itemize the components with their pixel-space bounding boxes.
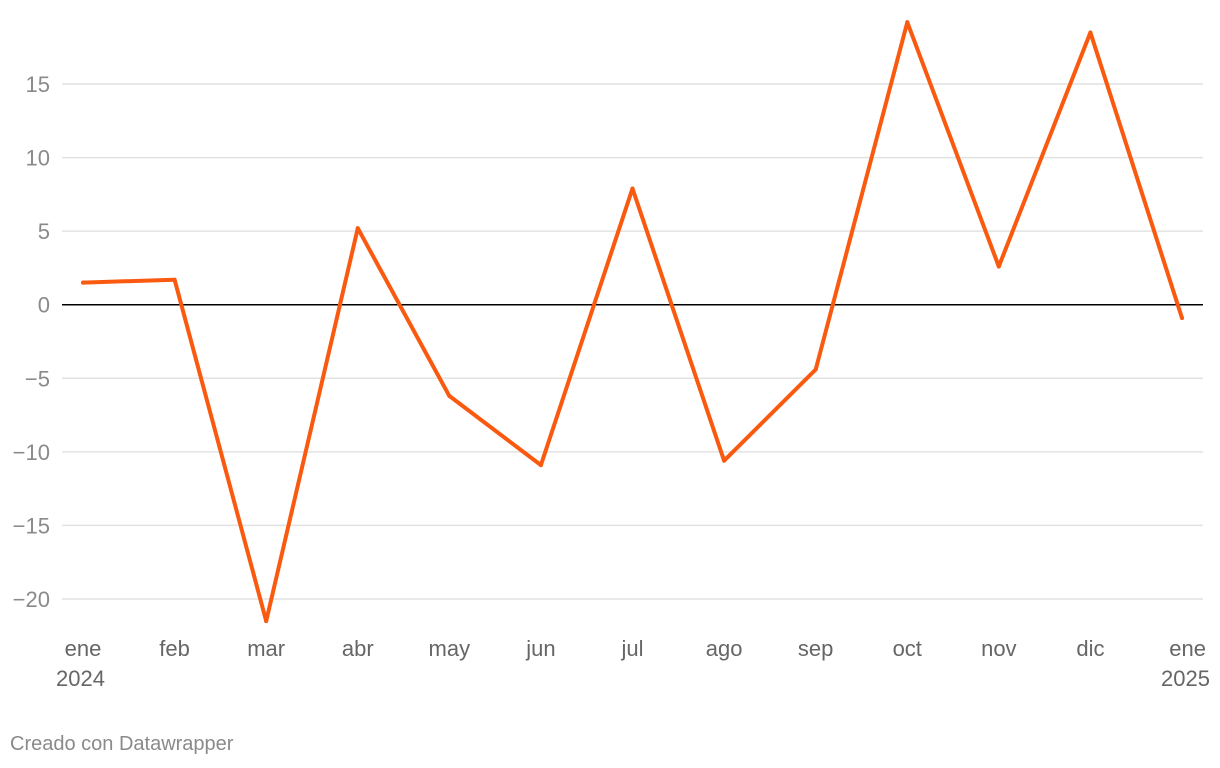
series-lines <box>81 20 1184 624</box>
data-point <box>172 277 177 282</box>
x-tick-label: abr <box>342 636 374 661</box>
y-tick-label: −10 <box>13 440 50 465</box>
data-point <box>264 619 269 624</box>
x-tick-label: ene <box>1169 636 1206 661</box>
x-tick-label: ago <box>706 636 743 661</box>
x-tick-label: jul <box>620 636 643 661</box>
data-point <box>996 264 1001 269</box>
x-tick-label: sep <box>798 636 833 661</box>
x-tick-label: jun <box>525 636 555 661</box>
x-tick-label: ene <box>65 636 102 661</box>
y-axis-tick-labels: 15 10 5 0 −5 −10 −15 −20 <box>13 72 50 612</box>
data-point <box>538 463 543 468</box>
x-tick-year-label: 2024 <box>56 666 105 691</box>
y-tick-label: 5 <box>38 219 50 244</box>
y-tick-label: −15 <box>13 513 50 538</box>
y-tick-label: 10 <box>26 146 50 171</box>
x-tick-label: mar <box>247 636 285 661</box>
x-tick-label: may <box>429 636 471 661</box>
data-point <box>1088 30 1093 35</box>
series-line <box>81 20 1184 624</box>
data-point <box>447 393 452 398</box>
data-point <box>722 458 727 463</box>
data-point <box>81 280 85 285</box>
data-point <box>813 367 818 372</box>
gridlines <box>62 83 1203 600</box>
data-point <box>1180 315 1184 320</box>
x-tick-year-label: 2025 <box>1161 666 1210 691</box>
credit-text: Creado con Datawrapper <box>10 733 234 755</box>
data-point <box>630 186 635 191</box>
data-point <box>355 226 360 231</box>
x-tick-label: dic <box>1076 636 1104 661</box>
x-tick-label: feb <box>159 636 190 661</box>
y-tick-label: −20 <box>13 587 50 612</box>
y-tick-label: −5 <box>25 366 50 391</box>
x-axis-tick-labels: ene 2024 feb mar abr may jun jul ago sep oct nov dic… <box>56 636 1210 691</box>
y-tick-label: 0 <box>38 293 50 318</box>
x-tick-label: oct <box>893 636 922 661</box>
y-tick-label: 15 <box>26 72 50 97</box>
data-point <box>905 20 910 25</box>
x-tick-label: nov <box>981 636 1016 661</box>
